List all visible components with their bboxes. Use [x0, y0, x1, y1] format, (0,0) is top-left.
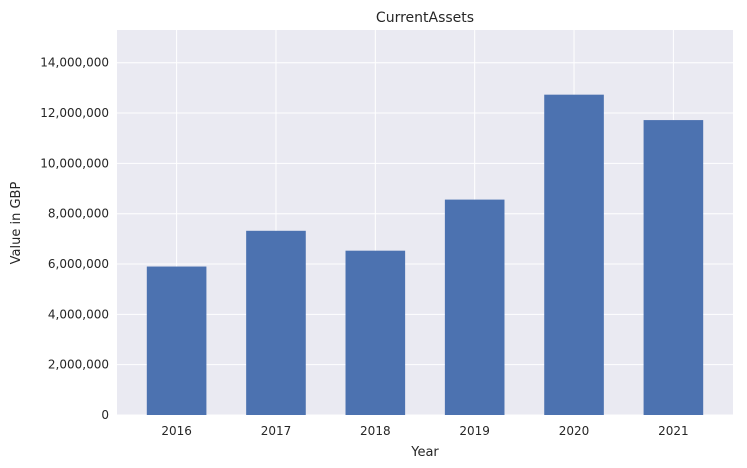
bar-2020 [544, 94, 604, 416]
bar-2016 [146, 266, 207, 415]
bars [146, 94, 704, 416]
bar-2021 [643, 120, 704, 416]
y-tick-label: 4,000,000 [48, 307, 109, 321]
y-axis-label: Value in GBP [9, 182, 24, 265]
plot-area [117, 30, 733, 415]
x-tick-label: 2016 [161, 424, 192, 438]
x-tick-labels: 2016 2017 2018 2019 2020 2021 [161, 424, 688, 438]
chart-title: CurrentAssets [376, 10, 474, 26]
y-tick-label: 12,000,000 [40, 106, 109, 120]
x-tick-label: 2017 [261, 424, 292, 438]
y-tick-label: 14,000,000 [40, 56, 109, 70]
x-tick-label: 2018 [360, 424, 391, 438]
bar-2019 [444, 199, 505, 415]
x-tick-label: 2021 [658, 424, 689, 438]
x-tick-label: 2020 [559, 424, 590, 438]
y-tick-label: 6,000,000 [48, 257, 109, 271]
y-tick-label: 8,000,000 [48, 207, 109, 221]
bar-2017 [246, 230, 306, 415]
y-tick-label: 2,000,000 [48, 358, 109, 372]
y-tick-label: 0 [101, 408, 109, 422]
y-tick-labels: 0 2,000,000 4,000,000 6,000,000 8,000,000 10,… [40, 56, 109, 422]
bar-2018 [345, 250, 406, 415]
x-axis-label: Year [410, 445, 439, 460]
y-tick-label: 10,000,000 [40, 156, 109, 170]
x-tick-label: 2019 [459, 424, 490, 438]
y-gridlines [117, 62, 733, 416]
